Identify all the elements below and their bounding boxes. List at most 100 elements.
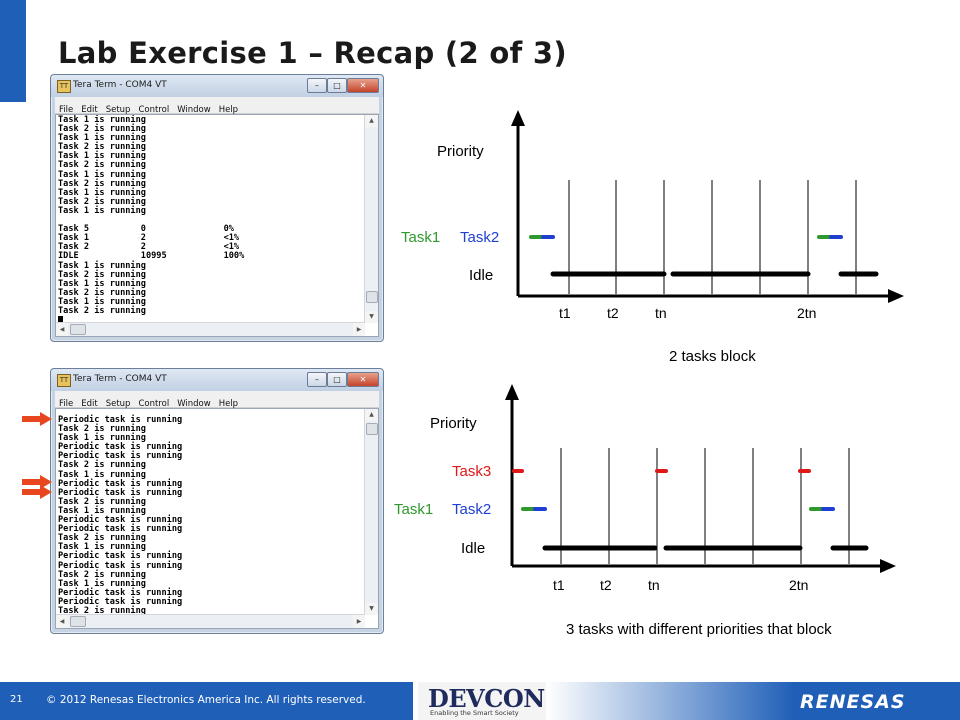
terminal-line: Task 2 is running — [58, 142, 146, 153]
terminal-area[interactable]: Task 1 is running Task 2 is running Task 1… — [55, 114, 379, 337]
vertical-scrollbar[interactable]: ▲ ▼ — [364, 115, 378, 323]
slide-title: Lab Exercise 1 – Recap (2 of 3) — [58, 36, 567, 70]
scroll-down-arrow-icon[interactable]: ▼ — [365, 311, 378, 323]
tick-label-t1: t1 — [559, 305, 571, 321]
horizontal-scrollbar[interactable]: ◀ ▶ — [56, 614, 365, 628]
terminal-line: Task 2 is running — [58, 178, 146, 189]
window-titlebar[interactable]: TT Tera Term - COM4 VT – □ ✕ — [51, 75, 383, 97]
scroll-right-arrow-icon[interactable]: ▶ — [353, 615, 365, 628]
terminal-cursor — [58, 316, 63, 325]
horizontal-scrollbar[interactable]: ◀ ▶ — [56, 322, 365, 336]
menu-help[interactable]: Help — [218, 399, 239, 409]
maximize-button[interactable]: □ — [327, 372, 347, 387]
tick-label-t1: t1 — [553, 577, 565, 593]
terminal-line: IDLE 10995 100% — [58, 251, 245, 262]
scroll-thumb-horizontal[interactable] — [70, 616, 86, 627]
red-arrow-icon — [22, 485, 52, 499]
terminal-line: Task 1 is running — [58, 469, 146, 480]
copyright-text: © 2012 Renesas Electronics America Inc. … — [46, 694, 366, 706]
window-title: Tera Term - COM4 VT — [73, 374, 167, 384]
terminal-output: Periodic task is running Task 2 is runnin… — [58, 415, 362, 616]
window-titlebar[interactable]: TT Tera Term - COM4 VT – □ ✕ — [51, 369, 383, 391]
scroll-up-arrow-icon[interactable]: ▲ — [365, 409, 378, 421]
menu-file[interactable]: File — [59, 399, 74, 409]
task1-label: Task1 — [394, 501, 433, 518]
terminal-line: Task 2 is running — [58, 196, 146, 207]
time-gridlines — [560, 448, 850, 564]
scroll-thumb[interactable] — [366, 423, 378, 435]
timing-diagram-two-tasks: Priority Task1 Task2 Idle t1 t2 tn 2tn 2… — [401, 110, 904, 365]
maximize-button[interactable]: □ — [327, 78, 347, 93]
diagram-caption: 2 tasks block — [669, 348, 756, 365]
tick-label-2tn: 2tn — [797, 305, 816, 321]
scroll-thumb-horizontal[interactable] — [70, 324, 86, 335]
terminal-line: Task 1 2 <1% — [58, 233, 240, 244]
close-button[interactable]: ✕ — [347, 372, 379, 387]
devcon-tagline: Enabling the Smart Society — [430, 709, 519, 717]
menu-bar: File Edit Setup Control Window Help — [55, 391, 379, 409]
menu-control[interactable]: Control — [138, 105, 170, 115]
terminal-line: Task 2 2 <1% — [58, 242, 240, 253]
scroll-right-arrow-icon[interactable]: ▶ — [353, 323, 365, 336]
menu-window[interactable]: Window — [177, 105, 211, 115]
terminal-line: Periodic task is running — [58, 551, 183, 562]
terminal-line: Task 2 is running — [58, 160, 146, 171]
menu-help[interactable]: Help — [218, 105, 239, 115]
tera-term-app-icon: TT — [57, 374, 71, 387]
menu-file[interactable]: File — [59, 105, 74, 115]
terminal-line: Periodic task is running — [58, 487, 183, 498]
vertical-scrollbar[interactable]: ▲ ▼ — [364, 409, 378, 615]
scroll-left-arrow-icon[interactable]: ◀ — [56, 323, 68, 336]
task2-label: Task2 — [460, 229, 499, 246]
devcon-logo: DEVCON — [428, 684, 545, 713]
terminal-line: Task 2 is running — [58, 305, 146, 316]
terminal-line: Task 2 is running — [58, 424, 146, 435]
terminal-line: Task 1 is running — [58, 296, 146, 307]
terminal-line: Periodic task is running — [58, 524, 183, 535]
terminal-line: Periodic task is running — [58, 587, 183, 598]
minimize-button[interactable]: – — [307, 372, 327, 387]
task2-label: Task2 — [452, 501, 491, 518]
scroll-down-arrow-icon[interactable]: ▼ — [365, 603, 378, 615]
terminal-line: Periodic task is running — [58, 415, 183, 425]
terminal-line: Task 1 is running — [58, 133, 146, 144]
menu-edit[interactable]: Edit — [81, 399, 98, 409]
tera-term-window-1: TT Tera Term - COM4 VT – □ ✕ File Edit Set… — [50, 74, 384, 342]
red-arrow-icon — [22, 412, 52, 426]
footer-blue-band — [0, 682, 413, 720]
y-axis-arrowhead — [505, 384, 519, 400]
y-axis-label: Priority — [430, 415, 477, 432]
terminal-line: Task 2 is running — [58, 460, 146, 471]
tick-label-tn: tn — [648, 577, 660, 593]
terminal-line: Task 1 is running — [58, 505, 146, 516]
terminal-line: Task 2 is running — [58, 533, 146, 544]
menu-edit[interactable]: Edit — [81, 105, 98, 115]
title-accent-bar — [0, 0, 26, 102]
tick-label-t2: t2 — [607, 305, 619, 321]
menu-control[interactable]: Control — [138, 399, 170, 409]
terminal-line: Periodic task is running — [58, 442, 183, 453]
window-title: Tera Term - COM4 VT — [73, 80, 167, 90]
scroll-left-arrow-icon[interactable]: ◀ — [56, 615, 68, 628]
terminal-area[interactable]: Periodic task is running Task 2 is runnin… — [55, 408, 379, 629]
task1-label: Task1 — [401, 229, 440, 246]
menu-window[interactable]: Window — [177, 399, 211, 409]
terminal-line: Task 1 is running — [58, 151, 146, 162]
minimize-button[interactable]: – — [307, 78, 327, 93]
scroll-thumb[interactable] — [366, 291, 378, 303]
task3-label: Task3 — [452, 463, 491, 480]
menu-setup[interactable]: Setup — [105, 399, 131, 409]
idle-label: Idle — [461, 540, 485, 557]
scroll-up-arrow-icon[interactable]: ▲ — [365, 115, 378, 127]
terminal-line: Task 2 is running — [58, 605, 146, 616]
renesas-logo: RENESAS — [800, 691, 906, 713]
terminal-output: Task 1 is running Task 2 is running Task 1… — [58, 115, 362, 326]
menu-setup[interactable]: Setup — [105, 105, 131, 115]
y-axis-arrowhead — [511, 110, 525, 126]
terminal-line: Periodic task is running — [58, 515, 183, 526]
close-button[interactable]: ✕ — [347, 78, 379, 93]
tick-label-tn: tn — [655, 305, 667, 321]
terminal-line: Task 2 is running — [58, 269, 146, 280]
terminal-line: Task 2 is running — [58, 287, 146, 298]
terminal-line: Task 1 is running — [58, 205, 146, 216]
